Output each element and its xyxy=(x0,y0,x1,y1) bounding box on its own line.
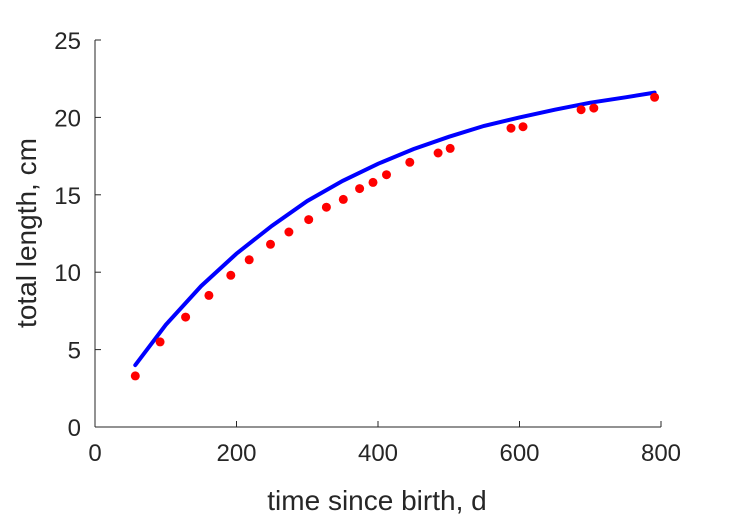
data-point xyxy=(518,122,528,132)
data-point xyxy=(130,371,140,381)
data-point xyxy=(368,177,378,187)
data-point xyxy=(181,312,191,322)
x-axis-label: time since birth, d xyxy=(267,485,486,516)
x-tick-label: 400 xyxy=(358,440,398,467)
data-point xyxy=(244,255,254,265)
x-tick-label: 600 xyxy=(499,440,539,467)
y-tick-label: 20 xyxy=(54,105,81,132)
data-point xyxy=(445,143,455,153)
x-tick-label: 800 xyxy=(641,440,681,467)
data-point xyxy=(576,105,586,115)
x-tick-label: 200 xyxy=(216,440,256,467)
data-point xyxy=(321,202,331,212)
y-tick-label: 15 xyxy=(54,183,81,210)
data-point xyxy=(355,184,365,194)
data-point xyxy=(433,148,443,158)
data-point xyxy=(405,157,415,167)
y-tick-label: 25 xyxy=(54,28,81,55)
ticks: 0 200 400 600 800 0 5 10 15 20 25 xyxy=(54,28,681,467)
fit-line xyxy=(133,90,657,368)
axes xyxy=(94,40,661,428)
data-point xyxy=(204,290,214,300)
data-point xyxy=(338,194,348,204)
y-axis-label: total length, cm xyxy=(11,138,42,328)
data-point xyxy=(650,92,660,102)
data-point xyxy=(589,103,599,113)
data-point xyxy=(284,227,294,237)
data-point xyxy=(155,337,165,347)
y-tick-label: 5 xyxy=(68,338,81,365)
data-point xyxy=(382,170,391,180)
data-point xyxy=(506,123,516,133)
data-point xyxy=(226,270,236,280)
data-point xyxy=(304,215,314,225)
y-tick-label: 0 xyxy=(68,415,81,442)
y-tick-label: 10 xyxy=(54,260,81,287)
plot-area xyxy=(130,90,660,381)
data-point xyxy=(266,239,275,249)
x-tick-label: 0 xyxy=(88,440,101,467)
